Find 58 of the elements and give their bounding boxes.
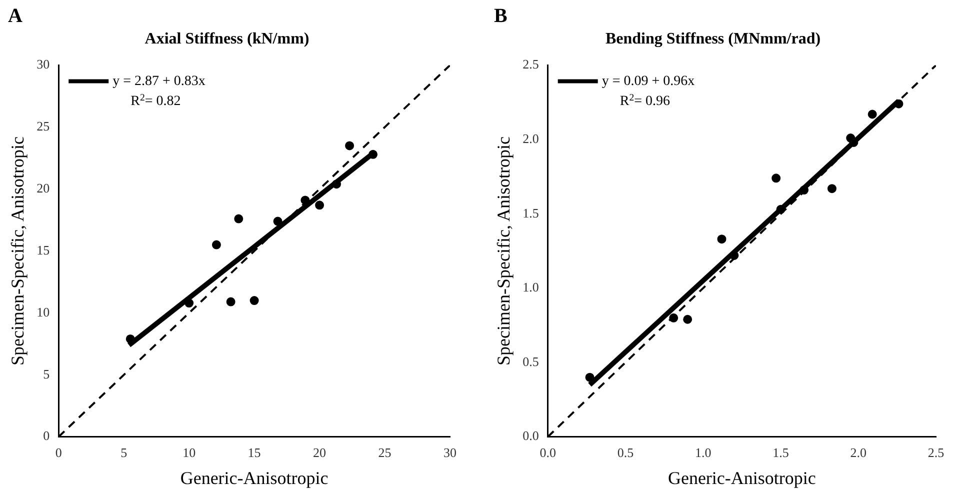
y-axis-title: Specimen-Specific, Anisotropic (8, 136, 28, 366)
point (868, 110, 877, 119)
point (273, 216, 282, 226)
point (368, 150, 378, 159)
x-tick-label: 2.5 (928, 445, 944, 460)
x-axis-title: Generic-Anisotropic (180, 468, 328, 488)
y-tick-label: 0 (43, 428, 50, 444)
y-axis-title: Specimen-Specific, Anisotropic (494, 136, 514, 366)
y-tick-label: 0.0 (522, 428, 539, 444)
legend-label: y = 2.87 + 0.83x (112, 74, 206, 90)
point (234, 214, 244, 224)
x-tick-label: 1.0 (694, 445, 712, 460)
x-tick-label: 2.0 (850, 445, 866, 460)
point (894, 99, 904, 108)
point (126, 334, 135, 344)
point (250, 296, 259, 306)
point (669, 313, 678, 322)
point (184, 298, 194, 308)
text: A (8, 5, 23, 27)
point (772, 174, 781, 183)
y-tick-label: 1.5 (522, 205, 539, 220)
x-tick-label: 0.5 (617, 445, 634, 460)
point (776, 204, 786, 214)
x-axis-title: Generic-Anisotropic (668, 468, 816, 488)
y-tick-label: 25 (36, 118, 50, 134)
point (585, 372, 594, 382)
y-tick-label: 5 (43, 366, 50, 382)
point (300, 196, 310, 205)
y-tick-label: 20 (36, 180, 50, 196)
point (827, 184, 836, 194)
chart-title: Bending Stiffness (MNmm/rad) (605, 30, 821, 48)
x-tick-label: 0.0 (540, 445, 556, 460)
point (212, 240, 221, 250)
point (800, 186, 809, 195)
y-tick-label: 0.5 (522, 354, 539, 369)
x-tick-label: 5 (120, 445, 128, 460)
y-tick-label: 10 (36, 304, 50, 320)
point (717, 234, 726, 244)
x-tick-label: 20 (313, 445, 326, 460)
x-tick-label: 15 (248, 445, 261, 460)
x-tick-label: 0 (55, 445, 62, 460)
y-tick-label: 2.0 (522, 130, 539, 146)
point (683, 314, 692, 324)
y-tick-label: 15 (36, 242, 50, 258)
point (332, 180, 341, 189)
point (345, 141, 354, 150)
legend-label: y = 0.09 + 0.96x (602, 74, 695, 90)
chart-title: Axial Stiffness (kN/mm) (144, 30, 310, 48)
x-tick-label: 25 (378, 445, 392, 460)
text: B (494, 5, 508, 27)
y-tick-label: 2.5 (522, 56, 539, 72)
y-tick-label: 30 (36, 56, 50, 72)
y-tick-label: 1.0 (522, 280, 539, 295)
x-tick-label: 30 (444, 445, 456, 460)
point (226, 297, 236, 306)
x-tick-label: 10 (182, 445, 196, 460)
x-tick-label: 1.5 (772, 445, 789, 460)
point (315, 200, 324, 210)
